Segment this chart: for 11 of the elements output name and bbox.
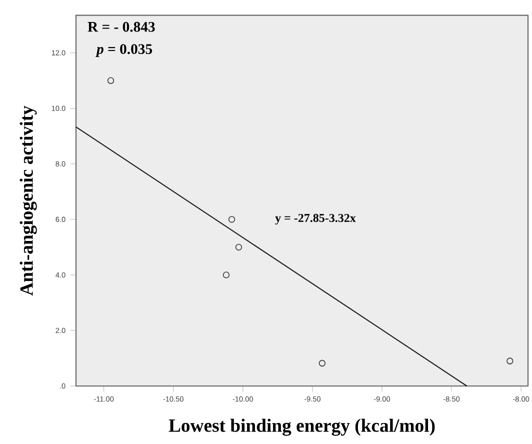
annotation: y = -27.85-3.32x	[275, 214, 356, 224]
x-axis-title: Lowest binding energy (kcal/mol)	[168, 418, 435, 436]
annotation: p = 0.035	[95, 44, 152, 58]
point	[506, 358, 514, 364]
point	[228, 216, 236, 223]
y-axis-title: Anti-angiogenic activity	[20, 106, 37, 296]
point	[318, 360, 326, 367]
point	[222, 272, 230, 278]
point	[235, 244, 242, 251]
point	[107, 77, 114, 84]
annotation: R = - 0.843	[88, 22, 155, 32]
